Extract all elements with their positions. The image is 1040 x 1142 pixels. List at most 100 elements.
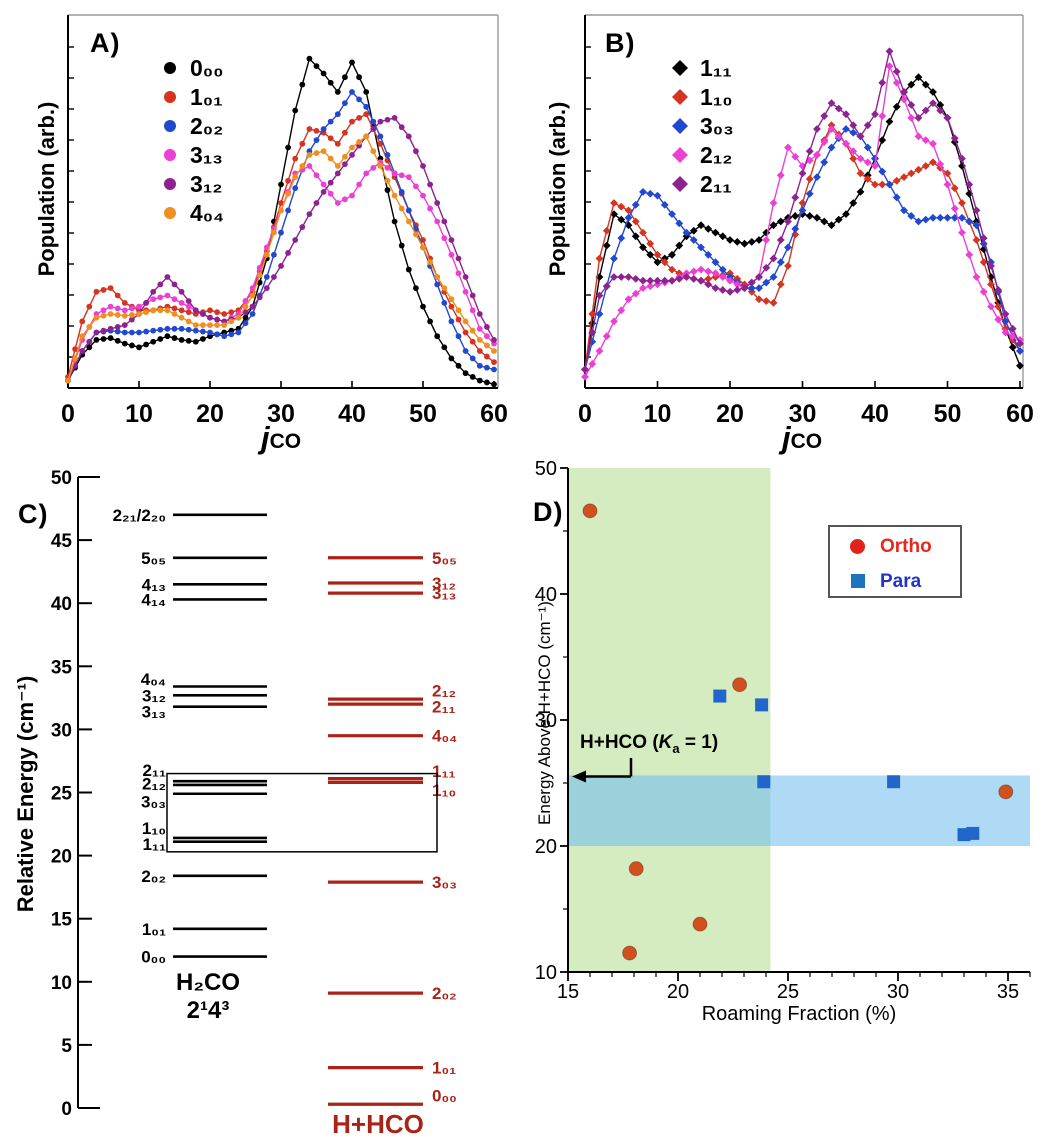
marker xyxy=(121,340,128,347)
level-label: 4₀₄ xyxy=(141,670,166,689)
marker xyxy=(65,377,71,384)
marker xyxy=(484,333,490,340)
scatter-point xyxy=(998,784,1014,800)
marker xyxy=(413,148,419,155)
marker xyxy=(595,254,604,263)
marker xyxy=(769,254,778,263)
marker xyxy=(610,210,618,218)
marker xyxy=(278,181,284,188)
marker xyxy=(805,212,814,220)
marker xyxy=(342,161,348,168)
marker xyxy=(342,129,348,136)
marker xyxy=(914,165,923,174)
marker xyxy=(726,287,734,296)
marker xyxy=(349,89,355,95)
marker xyxy=(704,274,713,283)
marker xyxy=(491,366,497,373)
marker xyxy=(356,96,362,103)
panel-a-plot: 0 10 20 30 40 50 60 0₀₀ 1₀₁ 2₀₂ 3₁₃ 3₁₂ 4₀₄ xyxy=(61,14,508,428)
marker xyxy=(413,183,419,190)
marker xyxy=(462,348,469,354)
marker xyxy=(943,180,952,189)
marker xyxy=(313,172,320,179)
marker xyxy=(907,169,916,178)
marker xyxy=(342,74,348,81)
panel-a-xlabel: jCO xyxy=(181,420,381,456)
marker xyxy=(762,263,771,272)
series-2₀₂ xyxy=(65,89,497,384)
marker xyxy=(171,296,178,303)
legend-marker xyxy=(164,207,176,219)
marker xyxy=(349,118,355,125)
marker xyxy=(107,325,114,332)
marker xyxy=(292,174,299,181)
marker xyxy=(610,254,618,263)
marker xyxy=(994,302,1003,311)
marker xyxy=(93,329,100,336)
marker xyxy=(762,278,771,287)
marker xyxy=(327,135,334,142)
marker xyxy=(420,303,426,310)
marker xyxy=(292,107,299,114)
x-tick-label: 10 xyxy=(644,400,672,428)
marker xyxy=(334,163,341,169)
marker xyxy=(185,298,192,304)
marker xyxy=(491,359,497,365)
marker xyxy=(733,237,742,246)
marker xyxy=(114,292,121,299)
marker xyxy=(476,311,483,317)
marker xyxy=(398,205,405,212)
marker xyxy=(755,236,763,244)
marker xyxy=(114,328,121,335)
marker xyxy=(207,314,213,321)
marker xyxy=(943,213,952,222)
panel-d-plot: 15 20 25 30 35 10 20 30 40 50 xyxy=(535,458,1031,1003)
marker xyxy=(384,177,391,184)
marker xyxy=(136,311,142,317)
h2co-vibrational-state: 2¹4³ xyxy=(186,997,230,1024)
marker xyxy=(1001,310,1010,318)
marker xyxy=(965,189,974,198)
scatter-series-Para xyxy=(713,689,980,842)
marker xyxy=(617,273,626,281)
x-tick-label: 30 xyxy=(267,400,295,428)
marker xyxy=(292,237,299,243)
marker xyxy=(221,322,228,328)
marker xyxy=(581,365,589,374)
energy-tick-label: 40 xyxy=(51,594,72,615)
x-tick-label: 0 xyxy=(578,400,592,428)
marker xyxy=(697,243,705,252)
marker xyxy=(958,162,966,170)
panel-b: 0 10 20 30 40 50 60 1₁₁ 1₁₀ 3₀₃ 2₁₂ 2₁₁ B) Populati… xyxy=(545,0,1040,455)
h2co-label: H₂CO 2¹4³ xyxy=(128,969,288,1025)
marker xyxy=(299,140,306,147)
marker xyxy=(776,236,785,244)
scatter-point xyxy=(887,775,901,789)
hhco-label: H+HCO xyxy=(332,1109,424,1139)
marker xyxy=(617,234,626,243)
marker xyxy=(249,292,256,299)
arrow-head xyxy=(572,770,586,783)
marker xyxy=(914,114,923,122)
marker xyxy=(420,237,426,243)
legend-label: 0₀₀ xyxy=(190,55,224,81)
marker xyxy=(242,314,249,321)
marker xyxy=(469,292,476,299)
marker xyxy=(263,274,270,280)
x-tick-label: 15 xyxy=(557,981,579,1003)
marker xyxy=(827,143,836,152)
marker xyxy=(755,273,763,281)
marker xyxy=(892,193,901,202)
marker xyxy=(660,276,669,285)
marker xyxy=(192,322,199,328)
marker xyxy=(377,163,384,169)
marker xyxy=(769,199,778,207)
marker xyxy=(377,140,384,147)
marker xyxy=(420,192,426,199)
y-tick-label: 10 xyxy=(535,962,557,984)
marker xyxy=(892,67,901,76)
marker xyxy=(448,296,455,303)
marker xyxy=(740,284,749,292)
marker xyxy=(157,294,164,301)
marker xyxy=(185,309,192,316)
